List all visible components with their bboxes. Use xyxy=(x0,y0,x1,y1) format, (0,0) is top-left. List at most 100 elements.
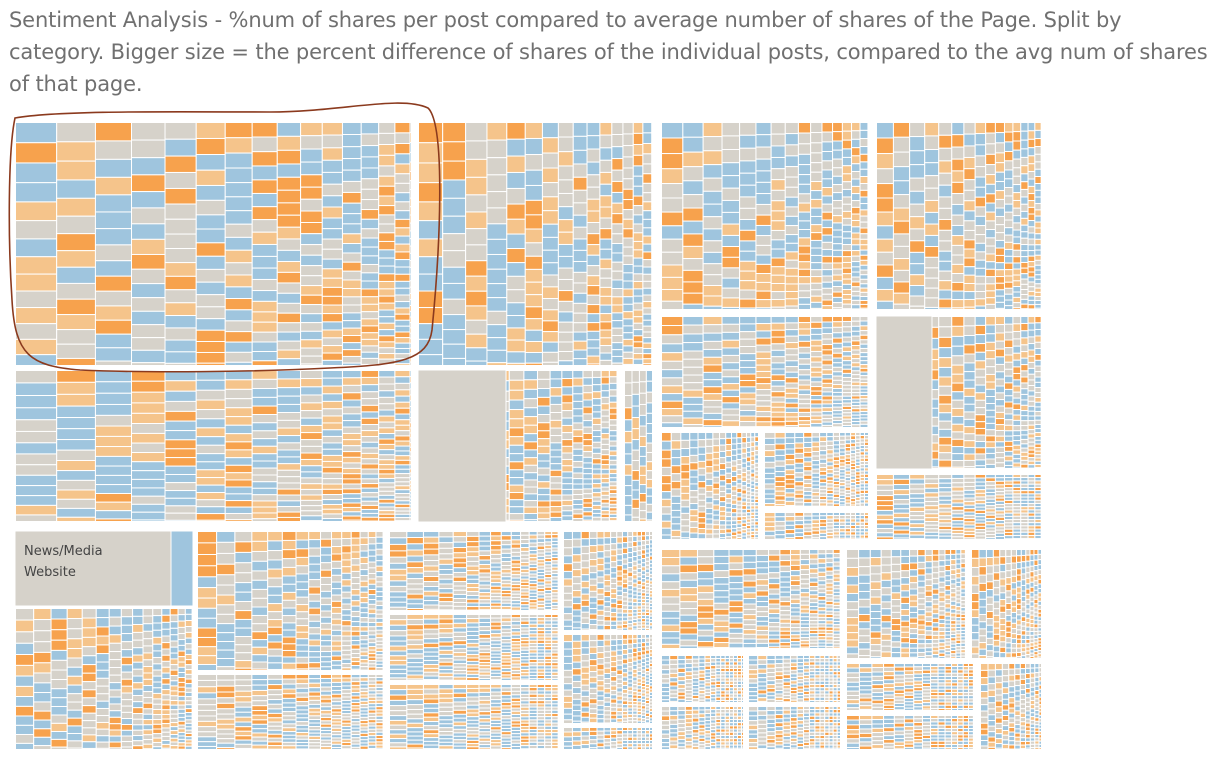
treemap-cell xyxy=(642,235,653,245)
treemap-cell xyxy=(682,315,704,326)
treemap-cell xyxy=(763,444,776,452)
treemap-cell xyxy=(308,579,322,588)
treemap-cell xyxy=(974,121,987,135)
treemap-cell xyxy=(821,359,834,366)
treemap-cell xyxy=(14,485,58,497)
treemap-cell xyxy=(572,369,584,379)
treemap-cell xyxy=(689,515,699,523)
treemap-cell xyxy=(394,319,411,327)
treemap-cell xyxy=(81,672,97,683)
treemap-cell xyxy=(81,727,97,736)
treemap-cell xyxy=(66,675,83,686)
treemap-cell xyxy=(1003,477,1014,482)
treemap-cell xyxy=(536,474,551,483)
treemap-cell xyxy=(763,530,776,537)
treemap-cell xyxy=(541,341,559,353)
treemap-cell xyxy=(660,264,684,278)
treemap-cell xyxy=(1012,167,1022,177)
treemap-cell xyxy=(794,442,805,449)
treemap-cell xyxy=(394,496,411,502)
treemap-cell xyxy=(251,430,278,440)
treemap-cell xyxy=(394,210,411,220)
treemap-cell xyxy=(1003,347,1014,356)
treemap-cell xyxy=(600,438,610,445)
treemap-cell xyxy=(360,376,380,386)
treemap-cell xyxy=(572,340,588,351)
treemap-cell xyxy=(739,270,757,282)
treemap-cell xyxy=(506,262,526,277)
treemap-cell xyxy=(841,368,853,374)
treemap-cell xyxy=(267,662,283,670)
treemap-cell xyxy=(725,502,732,509)
treemap-cell xyxy=(196,576,218,589)
treemap-cell xyxy=(909,203,926,218)
treemap-cell xyxy=(739,392,757,400)
treemap-cell xyxy=(300,233,323,246)
treemap-cell xyxy=(536,445,551,455)
treemap-cell xyxy=(844,454,852,459)
treemap-cell xyxy=(963,210,976,222)
treemap-cell xyxy=(267,540,283,552)
treemap-cell xyxy=(660,153,684,170)
treemap-cell xyxy=(739,229,757,242)
treemap-cell xyxy=(875,514,894,521)
treemap-cell xyxy=(541,210,559,225)
treemap-cell xyxy=(810,345,823,352)
treemap-cell xyxy=(506,248,526,264)
treemap-cell xyxy=(622,237,634,248)
treemap-cell xyxy=(702,393,723,401)
treemap-cell xyxy=(784,520,796,526)
treemap-cell xyxy=(951,235,965,246)
treemap-group-border xyxy=(417,121,654,367)
treemap-cell xyxy=(523,512,538,521)
treemap-cell xyxy=(682,389,704,398)
treemap-cell xyxy=(549,488,563,496)
treemap-cell xyxy=(341,270,362,281)
treemap-cell xyxy=(851,358,861,364)
treemap-cell xyxy=(1020,217,1029,226)
treemap-cell xyxy=(725,455,732,463)
treemap-cell xyxy=(234,644,253,654)
treemap-cell xyxy=(267,717,283,723)
treemap-cell xyxy=(378,322,396,331)
treemap-cell xyxy=(851,276,861,283)
treemap-cell xyxy=(549,412,563,421)
treemap-cell xyxy=(360,303,380,313)
treemap-cell xyxy=(841,139,853,150)
treemap-cell xyxy=(378,316,396,324)
treemap-cell xyxy=(712,470,721,478)
treemap-cell xyxy=(378,449,396,456)
treemap-cell xyxy=(33,630,52,643)
treemap-cell xyxy=(797,290,812,299)
treemap-cell xyxy=(94,435,132,448)
treemap-cell xyxy=(375,617,384,623)
treemap-cell xyxy=(660,393,684,402)
treemap-cell xyxy=(763,488,776,495)
treemap-cell xyxy=(251,396,278,407)
treemap-cell xyxy=(331,640,343,647)
treemap-cell xyxy=(632,195,644,207)
treemap-cell xyxy=(94,244,132,262)
treemap-cell xyxy=(378,454,396,461)
treemap-cell xyxy=(234,551,253,564)
treemap-cell xyxy=(251,121,278,138)
treemap-cell xyxy=(1034,233,1042,240)
treemap-cell xyxy=(632,175,644,187)
treemap-cell xyxy=(739,415,757,423)
treemap-cell xyxy=(938,229,953,242)
treemap-cell xyxy=(712,464,721,472)
treemap-cell xyxy=(682,136,704,153)
treemap-cell xyxy=(378,403,396,411)
treemap-cell xyxy=(784,442,796,450)
treemap-cell xyxy=(321,393,343,402)
treemap-cell xyxy=(851,345,861,351)
treemap-cell xyxy=(731,503,738,510)
treemap-cell xyxy=(750,488,756,493)
treemap-cell xyxy=(938,326,953,338)
treemap-cell xyxy=(295,573,310,583)
treemap-cell xyxy=(645,423,654,434)
treemap-cell xyxy=(161,723,171,729)
treemap-cell xyxy=(95,741,110,749)
treemap-cell xyxy=(689,454,699,464)
treemap-cell xyxy=(599,134,613,149)
